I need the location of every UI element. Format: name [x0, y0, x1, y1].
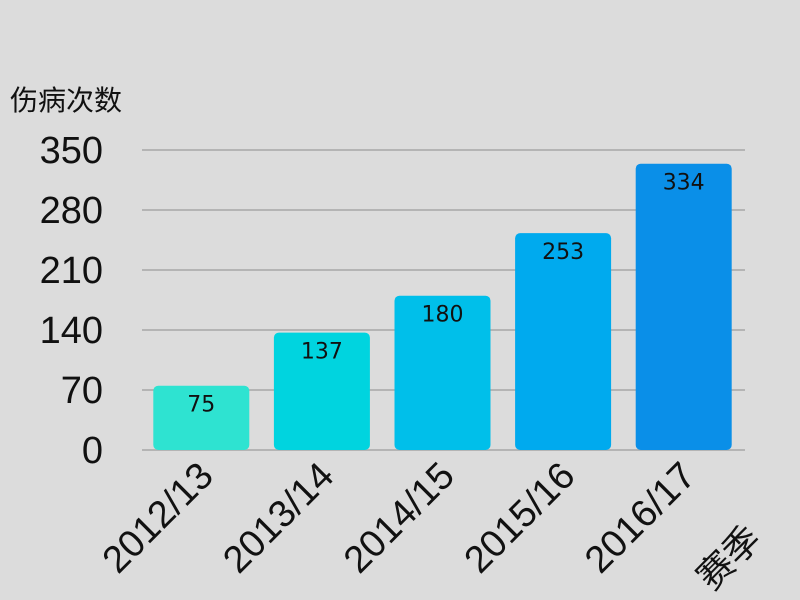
bar [273, 332, 370, 450]
data-label: 137 [301, 340, 343, 365]
y-tick-label: 210 [40, 250, 103, 292]
y-tick-label: 70 [61, 370, 103, 412]
y-axis-ticks: 0 70 140 210 280 350 [40, 130, 103, 472]
x-axis-label: 赛季 [689, 518, 769, 598]
x-tick-label: 2014/15 [336, 455, 463, 582]
bar [515, 233, 612, 450]
y-tick-label: 350 [40, 130, 103, 172]
y-axis-label: 伤病次数 [10, 84, 122, 117]
y-tick-label: 140 [40, 310, 103, 352]
x-tick-label: 2012/13 [95, 455, 222, 582]
data-label: 334 [663, 171, 705, 196]
bars: 75 137 180 253 334 [153, 163, 732, 450]
data-label: 180 [422, 303, 464, 328]
x-tick-label: 2016/17 [577, 455, 704, 582]
x-tick-label: 2013/14 [215, 455, 342, 582]
data-label: 253 [542, 240, 584, 265]
bar [153, 385, 250, 450]
y-tick-label: 280 [40, 190, 103, 232]
x-tick-label: 2015/16 [457, 455, 584, 582]
y-tick-label: 0 [82, 430, 103, 472]
bar [394, 295, 491, 450]
data-label: 75 [187, 393, 215, 418]
bar [635, 163, 732, 450]
